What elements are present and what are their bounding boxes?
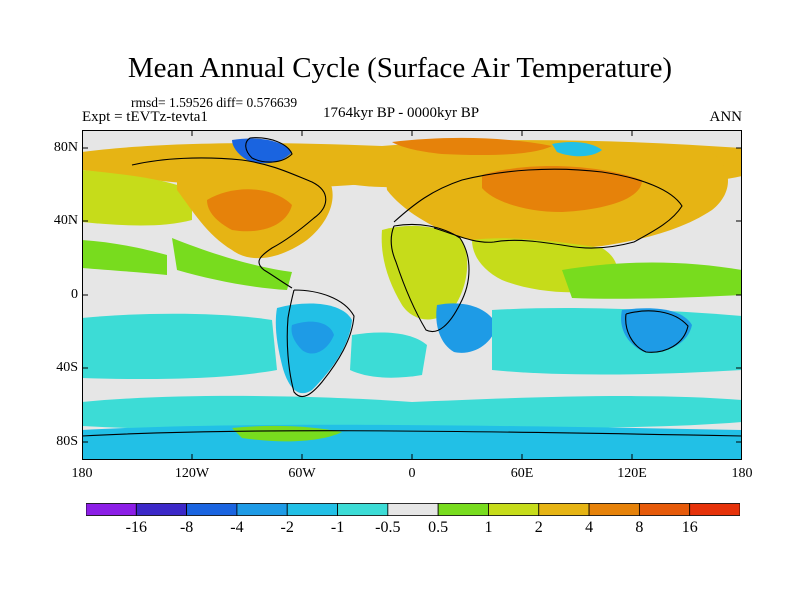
south-africa-cool (436, 303, 497, 353)
lon-label-120w: 120W (174, 466, 210, 481)
colorbar-label: 0.5 (428, 519, 449, 536)
chart-title: Mean Annual Cycle (Surface Air Temperatu… (127, 52, 673, 84)
south-america-coast (286, 289, 355, 397)
south-america-deep (291, 321, 334, 354)
colorbar-label: 8 (635, 519, 644, 536)
lat-label-80s: 80S (56, 434, 78, 449)
west-pacific-mild (82, 240, 167, 275)
tropical-indo-pacific (562, 262, 742, 299)
lon-label-60e: 60E (510, 466, 534, 481)
north-america-core (207, 189, 292, 232)
season-label: ANN (709, 109, 743, 125)
arctic-siberia (392, 137, 552, 156)
south-pacific-cool (82, 313, 277, 380)
lon-label-60w: 60W (288, 466, 316, 481)
greenland-cold (232, 138, 292, 164)
colorbar-label: 16 (681, 519, 698, 536)
colorbar-label: 1 (484, 519, 493, 536)
colorbar-label: -4 (230, 519, 244, 536)
southern-ocean-ring (82, 395, 742, 430)
lon-label-0: 0 (408, 466, 416, 481)
stats-text: rmsd= 1.59526 diff= 0.576639 (131, 95, 298, 110)
lon-label-180e: 180 (731, 466, 753, 481)
colorbar-segment (689, 503, 740, 516)
indian-ocean-cool (492, 308, 742, 375)
colorbar-segment (488, 503, 540, 516)
africa-anomaly (381, 225, 468, 320)
barents-cold (552, 142, 602, 157)
greenland-coast (245, 137, 293, 163)
lon-label-120e: 120E (617, 466, 647, 481)
colorbar-segment (86, 503, 137, 516)
eurasia-core (482, 165, 642, 212)
lat-label-0: 0 (71, 287, 78, 302)
coastlines (82, 137, 742, 437)
colorbar-label: 2 (534, 519, 543, 536)
colorbar-label: -0.5 (375, 519, 401, 536)
lat-label-40s: 40S (56, 360, 78, 375)
colorbar-segment (135, 503, 188, 516)
mid-lat-pacific-band (82, 170, 192, 226)
antarctica-coast (82, 430, 742, 437)
north-america-coast (131, 157, 327, 289)
colorbar-segment (186, 503, 238, 516)
colorbar (86, 503, 740, 516)
south-atlantic-cool (350, 332, 427, 378)
experiment-label: Expt = tEVTz-tevta1 (82, 109, 208, 125)
colorbar-label: -1 (330, 519, 345, 536)
lat-label-40n: 40N (53, 213, 78, 228)
colorbar-label: -2 (280, 519, 294, 536)
period-label: 1764kyr BP - 0000kyr BP (323, 105, 480, 121)
antarctic-mild-patch (232, 425, 342, 442)
colorbar-segment (236, 503, 288, 516)
colorbar-segment (387, 503, 439, 516)
colorbar-segment (286, 503, 338, 516)
colorbar-segment (337, 503, 389, 516)
colorbar-segment (638, 503, 691, 516)
colorbar-segment (437, 503, 489, 516)
colorbar-label: -8 (179, 519, 194, 536)
lat-label-80n: 80N (53, 140, 78, 155)
tropical-pacific-band (172, 238, 292, 290)
colorbar-label: 4 (585, 519, 594, 536)
colorbar-segment (588, 503, 640, 516)
colorbar-label: -16 (125, 519, 147, 536)
temperature-map (82, 130, 742, 460)
colorbar-segment (538, 503, 590, 516)
australia-cool (621, 308, 692, 353)
lon-label-180w: 180 (71, 466, 93, 481)
australia-coast (625, 310, 689, 353)
eurasia-coast (393, 168, 683, 249)
map-ticks (82, 130, 742, 460)
